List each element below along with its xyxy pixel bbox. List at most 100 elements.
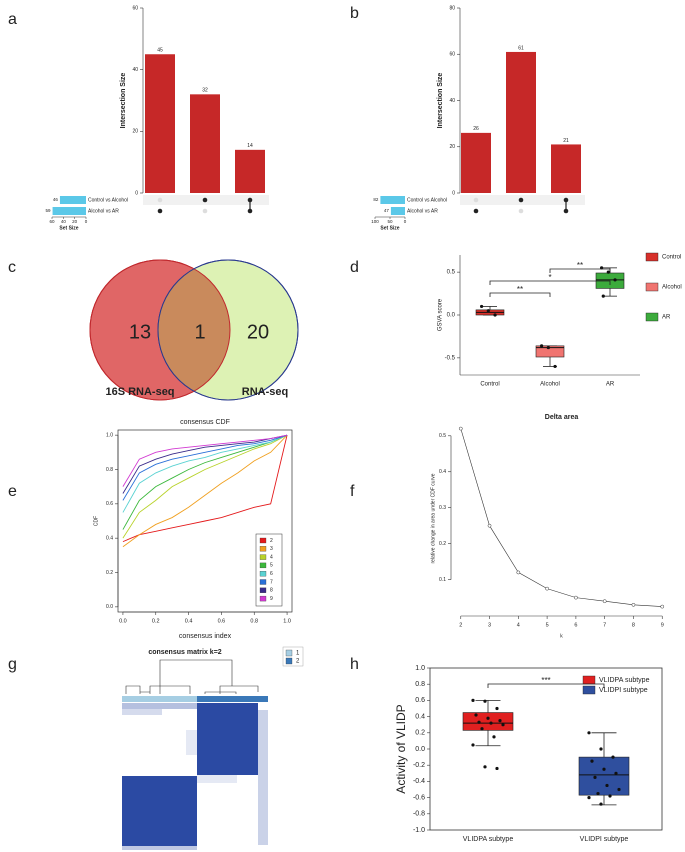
point [487,523,492,528]
y-tick-label: 80 [449,5,455,11]
y-axis-label: relative change in area under CDF curve [430,473,436,563]
y-tick-label: 60 [132,5,138,11]
y-tick-label: 0.2 [106,570,113,576]
legend-label: 7 [270,579,273,585]
point [614,771,618,775]
bar [235,149,265,193]
set-size-title: Set Size [59,225,78,231]
set-name: Alcohol vs AR [407,208,438,214]
set-size-value: 82 [373,197,379,202]
heatmap-fuzz [122,846,197,850]
set-size-bar [59,196,86,204]
y-tick-label: 0.0 [106,604,113,610]
box [535,345,565,358]
line [122,434,288,539]
venn-count: 13 [129,321,151,343]
matrix-dot [157,197,163,203]
y-tick-label: -0.8 [413,811,425,818]
legend-label: 2 [270,538,273,544]
set-size-tick-label: 40 [61,219,67,224]
legend-label: 3 [270,546,273,552]
point [631,602,636,607]
x-tick-label: AR [606,382,615,388]
set-size-tick-label: 0 [85,219,88,224]
venn-count: 20 [247,321,269,343]
chart-title: consensus matrix k=2 [148,649,221,656]
x-tick-label: VLIDPA subtype [463,836,514,843]
point [602,767,606,771]
legend-swatch [645,312,659,322]
bar-value-label: 61 [518,45,524,51]
point [605,783,609,788]
point [601,294,605,298]
legend-box [255,533,283,607]
box [462,712,514,731]
legend-label: Alcohol [662,285,682,291]
legend-box [282,646,304,667]
legend-label: 8 [270,588,273,594]
line [460,428,663,607]
y-tick-label: 0.0 [447,313,456,319]
point [480,727,484,731]
y-tick-label: 0.6 [106,501,113,507]
matrix-dot [202,197,208,203]
point [593,775,597,779]
y-axis-label: Intersection Size [120,73,127,129]
x-tick-label: 2 [459,622,462,628]
chart-title: consensus CDF [180,419,230,426]
legend-label: 4 [270,554,273,560]
point [486,716,490,720]
y-axis-label: Activity of VLIDP [394,704,408,793]
heatmap-fuzz [186,730,197,755]
legend-label: VLIDPA subtype [599,677,650,684]
bar-value-label: 32 [202,88,208,94]
legend-label: 9 [270,596,273,602]
cluster-bar [122,696,197,702]
set-size-tick-label: 0 [404,219,407,224]
y-tick-label: 0.5 [447,270,456,276]
legend-label: AR [662,315,671,321]
point [495,766,499,771]
point [602,599,607,604]
y-tick-label: 0.5 [439,433,446,439]
venn-set-label: RNA-seq [242,386,288,398]
y-tick-label: 40 [132,67,138,73]
line [122,435,288,543]
point [587,796,591,800]
significance-label: *** [541,676,550,685]
point [574,595,578,600]
significance-bracket [489,292,551,297]
point [660,604,665,609]
set-size-tick-label: 50 [387,219,393,224]
matrix-dot [473,208,479,214]
cluster-bar [197,696,268,702]
heatmap-fuzz [258,710,268,845]
set-size-tick-label: 100 [371,219,379,224]
x-tick-label: 0.4 [185,618,193,624]
legend-swatch [259,546,267,552]
y-tick-label: -0.4 [413,778,425,785]
point [458,426,463,431]
x-tick-label: 6 [574,622,577,628]
line [122,434,288,501]
y-axis-label: Intersection Size [437,73,444,129]
bar [145,54,175,193]
panel-letter: d [350,259,359,276]
point [501,723,505,727]
matrix-dot [518,197,524,203]
set-size-value: 59 [46,208,52,213]
legend-label: 2 [296,659,300,665]
y-tick-label: 0 [452,190,455,196]
x-tick-label: 0.8 [250,618,258,624]
legend-swatch [285,657,293,665]
chart-title: Delta area [545,414,579,421]
panel-letter: b [350,5,359,22]
point [493,313,497,317]
point [471,743,475,747]
legend-swatch [259,579,267,585]
legend-swatch [259,562,267,569]
x-tick-label: 3 [488,622,491,628]
legend-label: 1 [296,651,300,657]
x-tick-label: 1.0 [283,618,291,624]
